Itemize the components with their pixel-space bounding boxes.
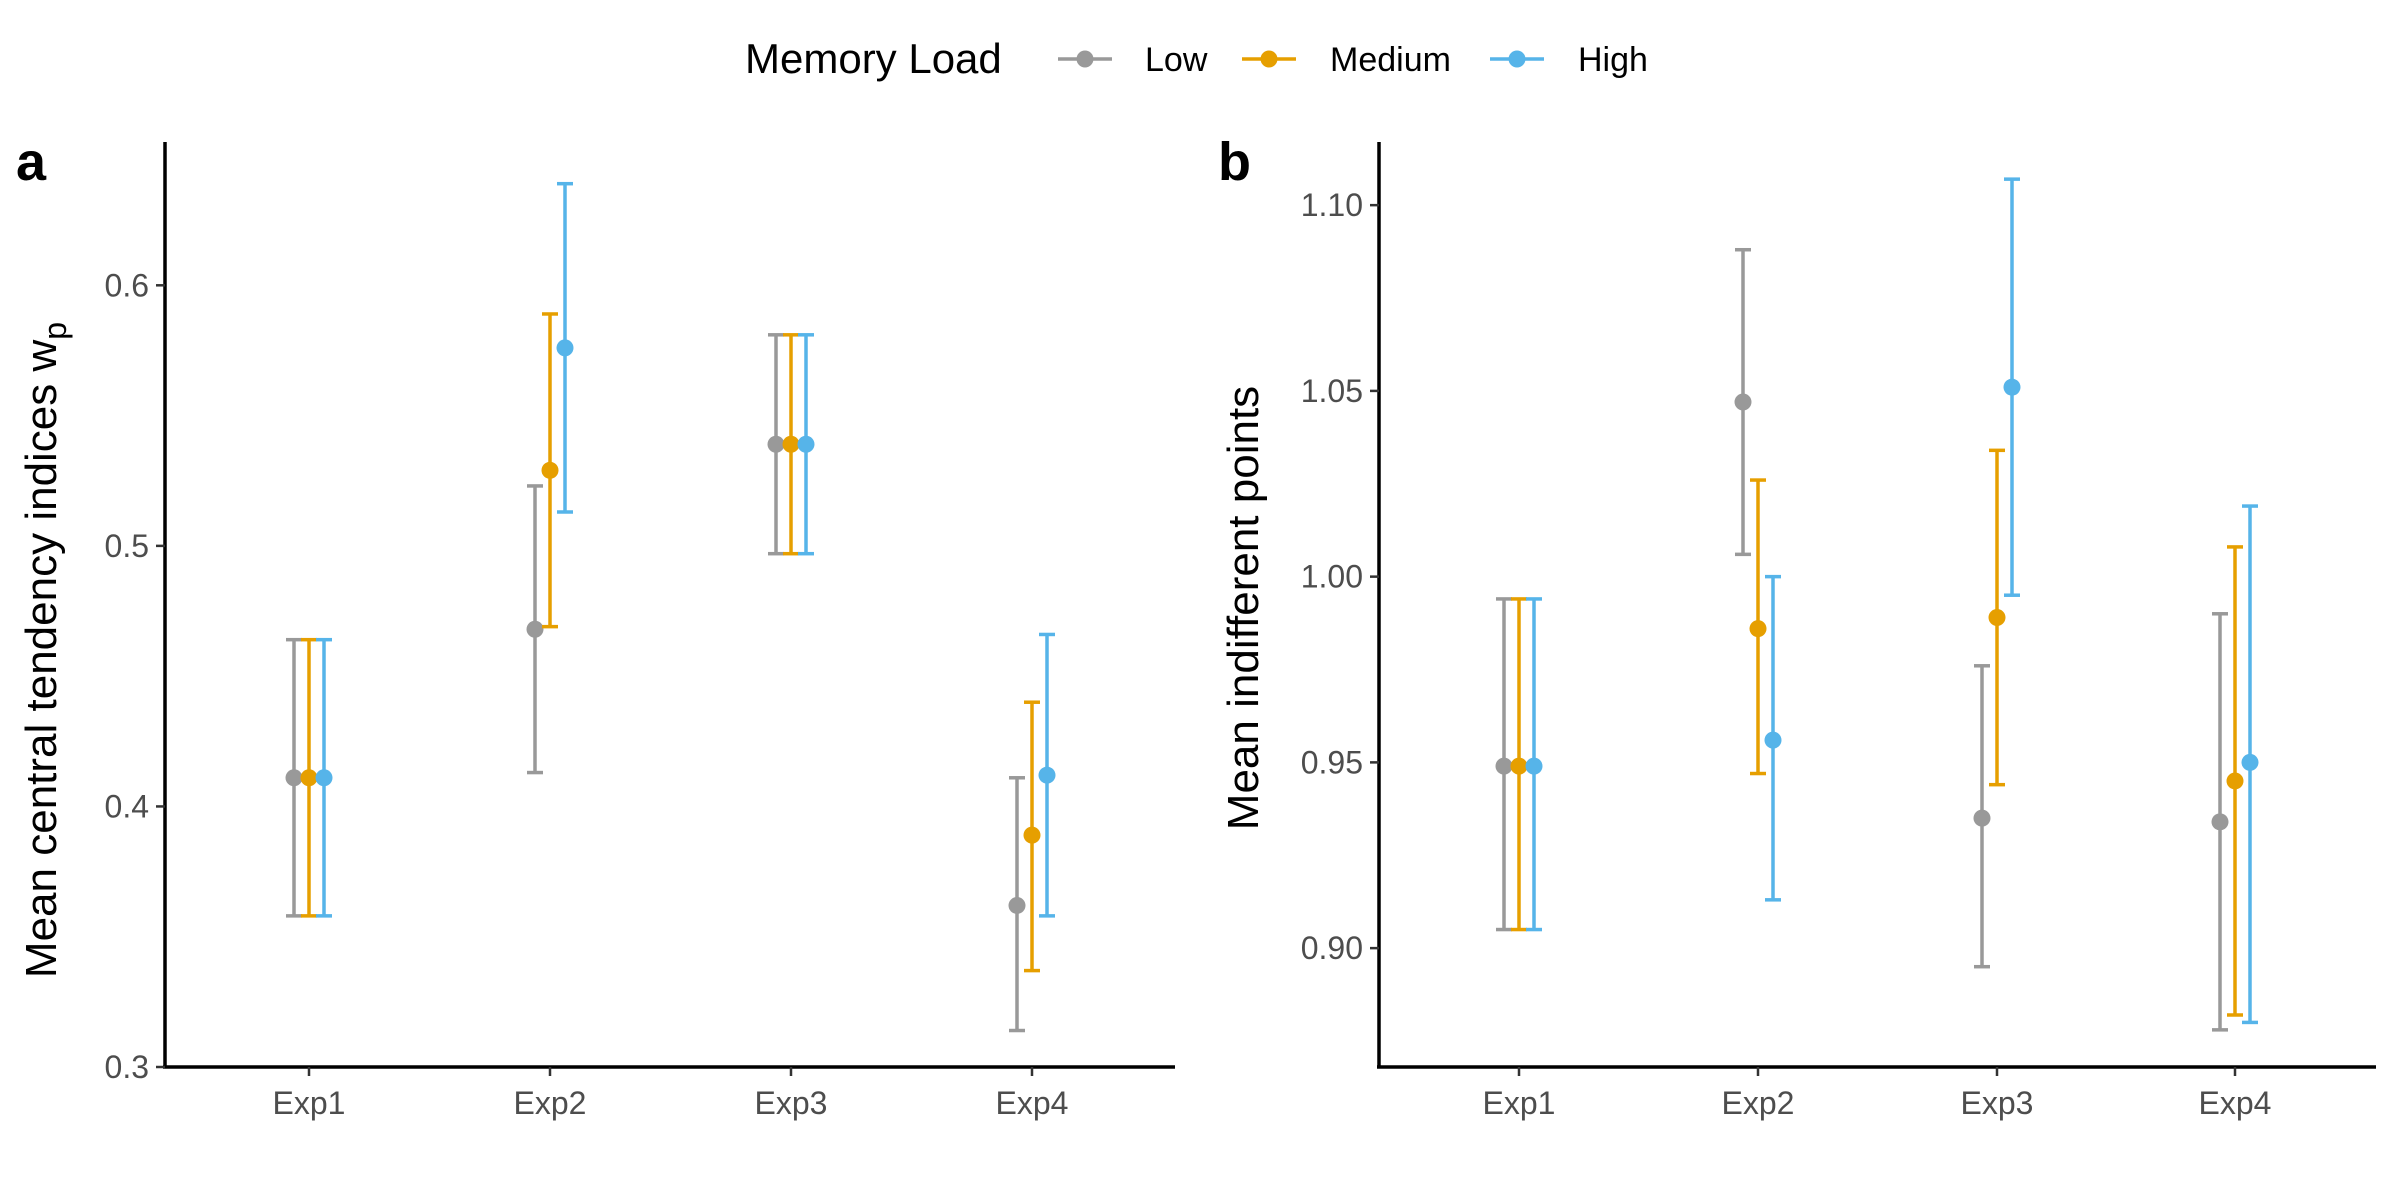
panel-a-point-high: [556, 339, 574, 357]
panel-b-point-low: [1495, 757, 1513, 775]
legend-key-dot-medium: [1260, 50, 1278, 68]
panel-b-y-tick-label: 1.00: [1301, 559, 1363, 595]
legend-label-high: High: [1578, 41, 1648, 79]
panel-b-point-medium: [1988, 609, 2006, 627]
panel-a-x-tick-label: Exp4: [996, 1085, 1069, 1121]
panel-b-point-medium: [2226, 772, 2244, 790]
legend-label-medium: Medium: [1330, 41, 1451, 79]
panel-b-y-ticks: 0.90 0.95 1.00 1.05 1.10: [1301, 187, 1379, 966]
panel-b-y-tick-label: 0.95: [1301, 744, 1363, 780]
panel-a-y-axis-title-subscript: p: [37, 322, 73, 340]
panel-a-point-medium: [782, 435, 800, 453]
panel-a-y-tick-label: 0.6: [105, 267, 149, 303]
panel-a-x-ticks: Exp1 Exp2 Exp3 Exp4: [273, 1067, 1069, 1121]
panel-b-y-tick-label: 1.05: [1301, 373, 1363, 409]
legend-item-low: Low: [1058, 41, 1208, 79]
panel-b-x-tick-label: Exp2: [1722, 1085, 1795, 1121]
panel-a-point-low: [285, 769, 303, 787]
legend-item-high: High: [1490, 41, 1648, 79]
panel-b-y-axis-title: Mean indifferent points: [1219, 386, 1268, 830]
panel-b-x-ticks: Exp1 Exp2 Exp3 Exp4: [1483, 1067, 2272, 1121]
panel-a-point-medium: [1023, 826, 1041, 844]
legend-item-medium: Medium: [1242, 41, 1451, 79]
panel-a-point-low: [767, 435, 785, 453]
panel-b-point-high: [1525, 757, 1543, 775]
panel-b-point-high: [1764, 731, 1782, 749]
panel-a-point-medium: [300, 769, 318, 787]
panel-b-marks: [1495, 177, 2259, 1032]
panel-b-point-low: [1734, 393, 1752, 411]
panel-b-point-medium: [1749, 620, 1767, 638]
panel-a-point-medium: [541, 461, 559, 479]
panel-a-y-tick-label: 0.5: [105, 528, 149, 564]
panel-a-point-low: [1008, 896, 1026, 914]
panel-b-y-tick-label: 0.90: [1301, 930, 1363, 966]
legend-key-dot-low: [1076, 50, 1094, 68]
panel-a-point-high: [315, 769, 333, 787]
panel-a-point-high: [1038, 766, 1056, 784]
panel-b: b Mean indifferent points 0.90 0.95 1.00 1.…: [1218, 132, 2376, 1121]
panel-b-y-tick-label: 1.10: [1301, 187, 1363, 223]
panel-a-y-tick-label: 0.3: [105, 1049, 149, 1085]
legend: Memory Load Low Medium High: [745, 35, 1648, 82]
panel-a: a Mean central tendency indices wp 0.30.…: [16, 132, 1175, 1121]
panel-a-letter: a: [16, 132, 47, 192]
panel-b-x-tick-label: Exp1: [1483, 1085, 1556, 1121]
legend-title: Memory Load: [745, 35, 1002, 82]
panel-a-y-axis-title-main: Mean central tendency indices w: [17, 340, 66, 979]
panel-a-marks: [285, 181, 1056, 1033]
panel-b-point-medium: [1510, 757, 1528, 775]
panel-a-x-tick-label: Exp3: [755, 1085, 828, 1121]
legend-key-dot-high: [1508, 50, 1526, 68]
panel-b-x-tick-label: Exp3: [1961, 1085, 2034, 1121]
panel-a-point-low: [526, 620, 544, 638]
panel-b-letter: b: [1218, 132, 1251, 192]
panel-b-x-tick-label: Exp4: [2199, 1085, 2272, 1121]
panel-a-y-ticks: 0.3 0.4 0.5 0.6: [105, 267, 165, 1085]
panel-a-x-tick-label: Exp1: [273, 1085, 346, 1121]
panel-a-y-axis-title: Mean central tendency indices wp: [17, 322, 73, 978]
panel-b-point-high: [2003, 378, 2021, 396]
panel-b-point-low: [2211, 813, 2229, 831]
panel-b-point-low: [1973, 809, 1991, 827]
panel-a-x-tick-label: Exp2: [514, 1085, 587, 1121]
panel-a-point-high: [797, 435, 815, 453]
panel-a-y-tick-label: 0.4: [105, 788, 149, 824]
panel-b-point-high: [2241, 753, 2259, 771]
legend-label-low: Low: [1145, 41, 1208, 79]
